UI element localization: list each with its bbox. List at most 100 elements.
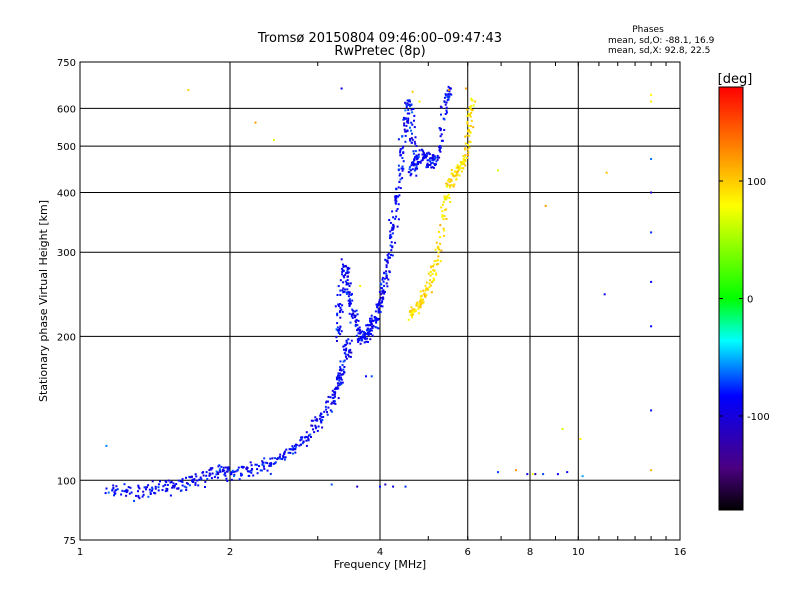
data-point (432, 269, 435, 272)
data-point (469, 130, 472, 133)
data-point (337, 372, 340, 375)
data-point (435, 163, 437, 166)
data-point (445, 182, 448, 185)
data-point (378, 300, 381, 303)
data-point (438, 146, 441, 149)
data-point (428, 159, 431, 162)
data-point (414, 309, 417, 312)
data-point (354, 325, 357, 328)
data-point (370, 314, 373, 317)
data-point (359, 342, 362, 345)
data-point (446, 99, 449, 102)
data-point (347, 299, 350, 302)
data-point (316, 419, 319, 422)
data-point (425, 288, 427, 291)
data-point (356, 338, 359, 341)
data-point (405, 106, 408, 109)
data-point (339, 306, 342, 309)
data-point (345, 355, 347, 358)
data-point (425, 155, 427, 157)
data-point (237, 466, 240, 469)
data-point (261, 463, 264, 466)
data-point (381, 278, 384, 281)
data-point (176, 487, 179, 490)
data-point (334, 386, 337, 389)
data-point (429, 270, 432, 273)
data-point (408, 99, 411, 102)
data-point (169, 481, 172, 484)
legend-heading: Phases (632, 25, 664, 35)
data-point (454, 170, 457, 173)
data-point (224, 466, 227, 469)
data-point (197, 484, 200, 487)
data-point (416, 302, 418, 305)
y-tick-label: 75 (63, 536, 76, 547)
data-point (433, 163, 436, 165)
data-point (341, 273, 343, 276)
data-point (437, 262, 440, 265)
data-point (443, 118, 446, 121)
data-point (368, 330, 371, 333)
data-point (401, 157, 404, 159)
data-point (321, 419, 324, 421)
data-point (341, 304, 344, 307)
data-point (341, 364, 344, 367)
data-point (416, 157, 419, 160)
data-point (430, 291, 433, 294)
data-point (185, 489, 188, 491)
data-point (382, 297, 385, 300)
data-point (173, 486, 176, 489)
data-point (380, 293, 383, 296)
data-point (354, 316, 356, 319)
data-point (358, 329, 361, 331)
data-point (115, 485, 118, 488)
y-tick-label: 400 (57, 188, 76, 199)
data-point (339, 377, 342, 380)
x-tick-label: 6 (465, 547, 471, 558)
data-point (469, 131, 472, 134)
data-point (386, 261, 389, 264)
data-point (443, 96, 446, 99)
data-point (464, 142, 467, 145)
data-point (379, 311, 382, 313)
data-point (526, 473, 529, 476)
data-point (429, 279, 432, 282)
data-point (356, 324, 359, 327)
data-point (149, 493, 152, 495)
data-point (372, 320, 375, 322)
data-point (188, 484, 191, 487)
data-point (466, 122, 469, 125)
data-point (439, 128, 442, 130)
data-point (341, 267, 344, 270)
data-point (336, 294, 339, 296)
data-point (216, 476, 219, 479)
data-point (397, 169, 400, 172)
data-point (342, 368, 345, 371)
data-point (454, 174, 457, 177)
data-point (367, 333, 370, 336)
chart-subtitle: RwPretec (8p) (334, 44, 425, 59)
data-point (345, 272, 348, 274)
data-point (206, 478, 209, 480)
data-point (262, 464, 265, 467)
data-point (457, 167, 460, 170)
data-point (384, 258, 387, 261)
data-point (343, 348, 345, 351)
data-point (439, 224, 442, 227)
data-point (350, 315, 353, 318)
data-point (348, 355, 351, 358)
data-point (439, 150, 442, 153)
data-point (515, 469, 517, 472)
data-point (405, 130, 408, 133)
data-point (342, 345, 345, 348)
data-point (439, 105, 442, 108)
data-point (261, 460, 264, 463)
data-point (224, 474, 227, 477)
data-point (301, 442, 304, 445)
data-point (412, 310, 415, 313)
data-point (442, 218, 445, 221)
x-tick-label: 8 (527, 547, 533, 558)
data-point (350, 351, 353, 354)
data-point (409, 138, 412, 140)
